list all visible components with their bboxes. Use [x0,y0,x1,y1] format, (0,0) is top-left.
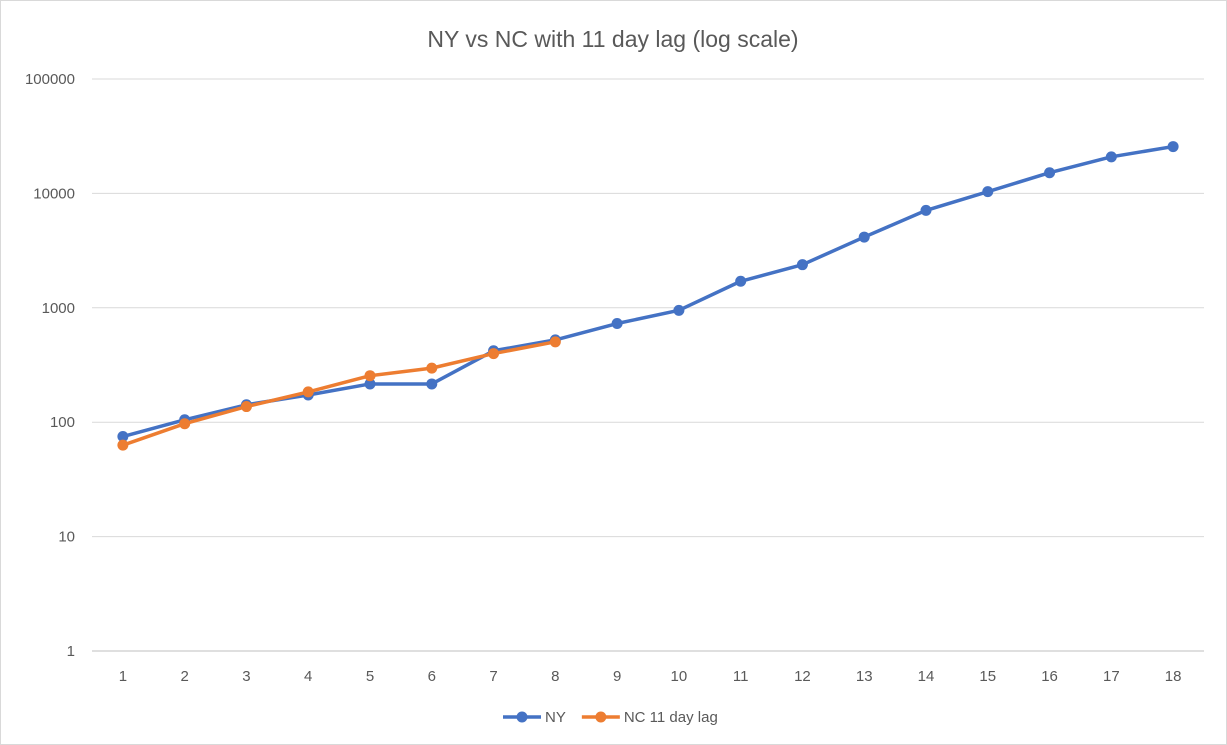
x-tick-label: 9 [613,668,621,685]
legend-label: NY [545,709,566,726]
x-tick-label: 18 [1165,668,1182,685]
data-point [549,336,561,348]
data-point [179,418,191,430]
x-tick-label: 17 [1103,668,1120,685]
x-tick-label: 4 [304,668,312,685]
x-tick-label: 16 [1041,668,1058,685]
legend-label: NC 11 day lag [624,709,718,726]
data-point [735,275,747,287]
data-point [1167,141,1179,153]
series-ny [117,141,1179,442]
series-lines [117,141,1179,451]
x-tick-label: 12 [794,668,811,685]
data-point [364,378,376,390]
data-point [240,401,252,413]
gridlines [92,78,1204,652]
data-point [117,430,129,442]
legend-swatch-marker [595,711,607,723]
legend-item: NC 11 day lag [581,709,718,726]
x-tick-label: 14 [918,668,935,685]
y-axis-tick-labels: 1 10 100 1000 10000 100000 [25,71,75,660]
data-point [488,348,500,360]
series-line [121,144,1175,439]
data-point [117,439,129,451]
data-point [673,304,685,316]
x-tick-label: 1 [119,668,127,685]
data-point [858,231,870,243]
x-tick-label: 7 [489,668,497,685]
x-tick-label: 2 [180,668,188,685]
data-point [1105,151,1117,163]
x-tick-label: 15 [979,668,996,685]
data-point [611,318,623,330]
series-nc [117,336,561,451]
y-tick-label: 1000 [42,300,75,317]
x-tick-label: 5 [366,668,374,685]
y-tick-label: 10000 [33,185,75,202]
legend-item: NY [503,709,566,726]
legend-swatch-marker [516,711,528,723]
data-point [302,386,314,398]
data-point [426,378,438,390]
data-point [426,362,438,374]
y-tick-label: 100 [50,414,75,431]
x-tick-label: 10 [671,668,688,685]
x-tick-label: 3 [242,668,250,685]
x-axis-tick-labels: 1 2 3 4 5 6 7 8 9 10 11 12 13 14 15 16 17 18 [119,668,1182,685]
legend: NY NC 11 day lag [503,709,718,726]
x-tick-label: 11 [733,668,749,685]
y-tick-label: 10 [58,529,75,546]
y-tick-label: 1 [67,643,75,660]
x-tick-label: 8 [551,668,559,685]
data-point [796,259,808,271]
data-point [920,204,932,216]
data-point [364,370,376,382]
data-point [1044,167,1056,179]
series-line [121,340,558,447]
chart-title: NY vs NC with 11 day lag (log scale) [427,26,798,52]
x-tick-label: 13 [856,668,873,685]
data-point [982,186,994,198]
x-tick-label: 6 [428,668,436,685]
y-tick-label: 100000 [25,71,75,88]
